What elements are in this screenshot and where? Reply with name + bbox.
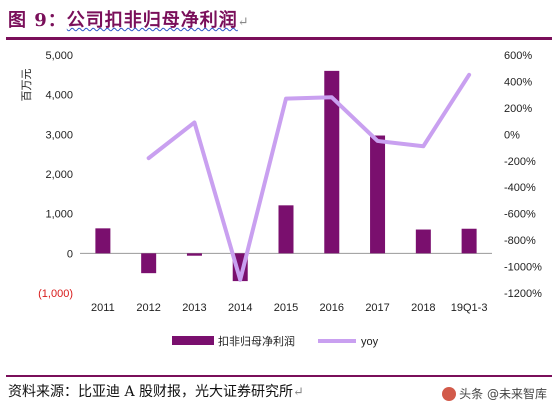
left-axis-label: 百万元 <box>21 69 33 102</box>
bar-2012 <box>141 253 157 274</box>
right-axis-tick-label: -800% <box>504 235 536 247</box>
title-prefix: 图 9： <box>8 10 67 31</box>
left-axis-tick-label: 1,000 <box>45 209 73 221</box>
chart-title: 图 9：公司扣非归母净利润↵ <box>8 6 250 34</box>
right-axis-tick-label: -600% <box>504 209 536 221</box>
x-axis-tick-label: 2018 <box>411 302 435 314</box>
yoy-line <box>146 72 472 282</box>
bar-19Q1-3 <box>461 228 477 254</box>
right-axis-tick-label: 600% <box>504 50 532 62</box>
left-axis-tick-label: 0 <box>67 248 73 260</box>
right-axis-tick-label: 200% <box>504 103 532 115</box>
right-axis-tick-label: -1000% <box>504 262 542 274</box>
left-axis-tick-label: 5,000 <box>45 50 73 62</box>
x-axis-tick-label: 2011 <box>91 302 115 314</box>
source-note: 资料来源：比亚迪 A 股财报，光大证券研究所↵ <box>8 381 304 401</box>
legend-bar-swatch <box>172 336 214 345</box>
bar-2018 <box>415 229 431 254</box>
bar-2016 <box>324 70 340 254</box>
bar-2013 <box>186 253 202 256</box>
right-axis-tick-label: 400% <box>504 76 532 88</box>
x-axis-tick-label: 2013 <box>182 302 206 314</box>
x-axis-tick-label: 2015 <box>274 302 298 314</box>
title-main: 公司扣非归母净利润 <box>66 10 238 31</box>
return-mark-icon: ↵ <box>237 15 250 30</box>
source-return-mark-icon: ↵ <box>293 385 304 400</box>
bar-2011 <box>95 228 111 254</box>
bar-2017 <box>370 135 386 254</box>
x-axis-tick-label: 2014 <box>228 302 252 314</box>
legend-bar-label: 扣非归母净利润 <box>218 334 295 348</box>
left-axis-tick-label: 3,000 <box>45 129 73 141</box>
watermark: 头条 @未来智库 <box>442 385 547 402</box>
footer-divider <box>6 375 552 377</box>
right-axis-tick-label: -400% <box>504 182 536 194</box>
bar-2015 <box>278 205 294 254</box>
left-axis-tick-label: 2,000 <box>45 169 73 181</box>
source-text: 资料来源：比亚迪 A 股财报，光大证券研究所 <box>8 384 294 400</box>
title-divider <box>6 37 552 40</box>
right-axis-tick-label: -1200% <box>504 288 542 300</box>
watermark-text: 头条 @未来智库 <box>459 387 547 401</box>
left-axis-tick-label: (1,000) <box>38 288 73 300</box>
watermark-avatar-icon <box>442 386 457 401</box>
chart-svg: (1,000) 0 1,000 2,000 3,000 4,000 5,000 -1200% -… <box>21 50 542 348</box>
x-axis-tick-label: 2016 <box>320 302 344 314</box>
x-axis-tick-label: 2017 <box>365 302 389 314</box>
left-axis-tick-label: 4,000 <box>45 90 73 102</box>
x-axis-tick-label: 2012 <box>136 302 160 314</box>
right-axis-tick-label: 0% <box>504 129 520 141</box>
legend-line-label: yoy <box>361 336 379 348</box>
x-axis-tick-label: 19Q1-3 <box>451 302 488 314</box>
right-axis-tick-label: -200% <box>504 156 536 168</box>
